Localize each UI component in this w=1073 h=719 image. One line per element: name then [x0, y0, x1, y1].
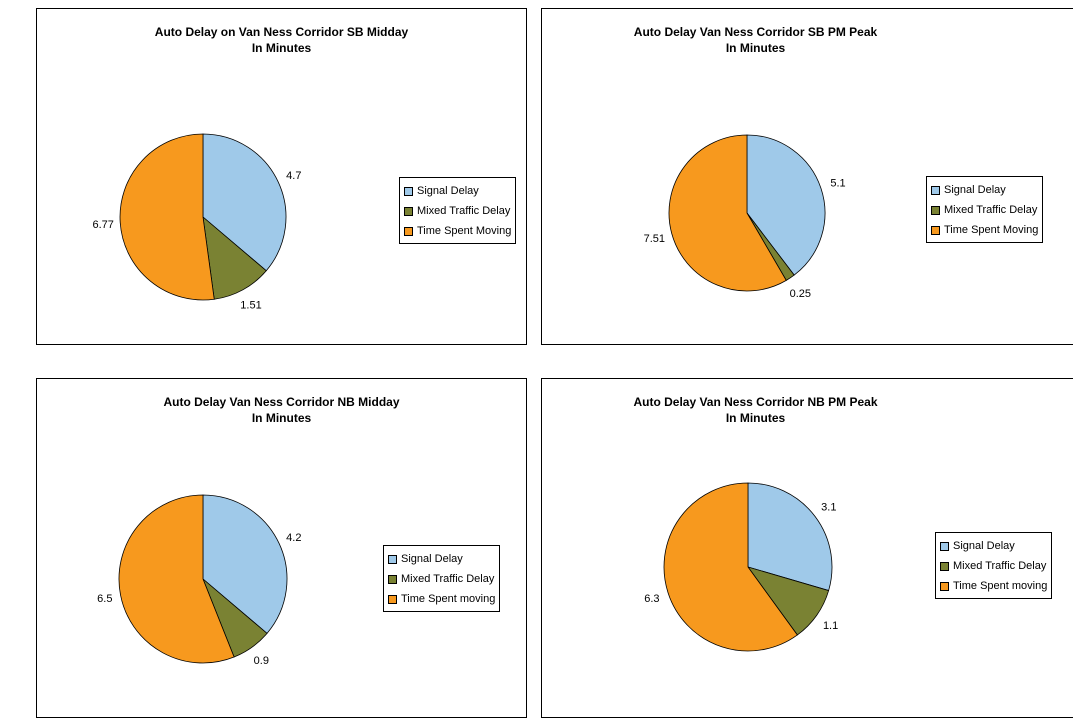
pie-chart: 3.1 1.1 6.3: [644, 482, 838, 652]
legend-label: Time Spent Moving: [417, 225, 512, 237]
chart-title: Auto Delay on Van Ness Corridor SB Midda…: [154, 25, 409, 39]
data-label: 4.7: [286, 170, 301, 182]
data-label: 1.1: [823, 620, 838, 632]
pie-chart: 4.2 0.9 6.5: [97, 494, 301, 667]
legend-label: Signal Delay: [401, 553, 463, 565]
legend-item: Signal Delay: [404, 181, 511, 201]
legend-swatch: [388, 594, 397, 604]
legend-item: Time Spent moving: [388, 589, 495, 609]
data-label: 0.9: [254, 655, 269, 667]
chart-title: Auto Delay Van Ness Corridor SB PM Peak: [633, 25, 878, 39]
legend-item: Signal Delay: [388, 549, 495, 569]
legend-swatch: [404, 206, 413, 216]
pie-slice: [663, 482, 798, 652]
legend-swatch: [940, 561, 949, 571]
legend-swatch: [404, 226, 413, 236]
legend: Signal Delay Mixed Traffic Delay Time Sp…: [383, 545, 501, 612]
chart-panel-nb-midday: Auto Delay Van Ness Corridor NB Midday I…: [36, 378, 527, 718]
legend-label: Time Spent moving: [401, 593, 496, 605]
chart-panel-nb-pm-peak: Auto Delay Van Ness Corridor NB PM Peak …: [541, 378, 1073, 718]
legend-swatch: [940, 581, 949, 591]
legend-label: Mixed Traffic Delay: [953, 560, 1047, 572]
data-label: 6.5: [97, 593, 112, 605]
legend-label: Mixed Traffic Delay: [417, 205, 511, 217]
legend-swatch: [940, 541, 949, 551]
chart-title: Auto Delay Van Ness Corridor NB PM Peak: [633, 395, 878, 409]
legend-item: Mixed Traffic Delay: [388, 569, 495, 589]
pie-slice: [202, 133, 287, 272]
legend-swatch: [388, 574, 397, 584]
pie-chart: 4.7 1.51 6.77: [92, 133, 301, 312]
chart-subtitle: In Minutes: [251, 411, 312, 425]
chart-subtitle: In Minutes: [251, 41, 312, 55]
legend-item: Mixed Traffic Delay: [931, 200, 1038, 220]
chart-panel-sb-midday: Auto Delay on Van Ness Corridor SB Midda…: [36, 8, 527, 345]
legend-swatch: [931, 185, 940, 195]
legend-label: Time Spent moving: [953, 580, 1048, 592]
legend-swatch: [404, 186, 413, 196]
pie-slice: [202, 494, 288, 634]
data-label: 6.3: [644, 593, 659, 605]
pie-slice: [118, 494, 235, 664]
legend: Signal Delay Mixed Traffic Delay Time Sp…: [935, 532, 1053, 599]
pie-slice: [746, 134, 826, 276]
legend-label: Signal Delay: [953, 540, 1015, 552]
legend-item: Mixed Traffic Delay: [940, 556, 1047, 576]
legend-item: Time Spent moving: [940, 576, 1047, 596]
legend-swatch: [388, 554, 397, 564]
legend-swatch: [931, 205, 940, 215]
legend: Signal Delay Mixed Traffic Delay Time Sp…: [926, 176, 1044, 243]
legend-label: Mixed Traffic Delay: [401, 573, 495, 585]
chart-panel-sb-pm-peak: Auto Delay Van Ness Corridor SB PM Peak …: [541, 8, 1073, 345]
data-label: 0.25: [790, 288, 811, 300]
legend-item: Mixed Traffic Delay: [404, 201, 511, 221]
chart-subtitle: In Minutes: [725, 411, 786, 425]
chart-subtitle: In Minutes: [725, 41, 786, 55]
pie-chart: 5.1 0.25 7.51: [644, 134, 846, 300]
pie-slice: [747, 482, 833, 592]
chart-title: Auto Delay Van Ness Corridor NB Midday: [163, 395, 400, 409]
legend-label: Signal Delay: [944, 184, 1006, 196]
legend-item: Signal Delay: [940, 536, 1047, 556]
legend-label: Signal Delay: [417, 185, 479, 197]
data-label: 7.51: [644, 233, 665, 245]
legend-label: Mixed Traffic Delay: [944, 204, 1038, 216]
legend-item: Time Spent Moving: [931, 220, 1038, 240]
legend-swatch: [931, 225, 940, 235]
data-label: 3.1: [821, 501, 836, 513]
pie-slice: [119, 133, 215, 301]
pie-slice: [668, 134, 787, 292]
data-label: 5.1: [830, 177, 845, 189]
data-label: 4.2: [286, 532, 301, 544]
legend-item: Time Spent Moving: [404, 221, 511, 241]
legend-item: Signal Delay: [931, 180, 1038, 200]
legend-label: Time Spent Moving: [944, 224, 1039, 236]
data-label: 6.77: [92, 219, 113, 231]
legend: Signal Delay Mixed Traffic Delay Time Sp…: [399, 177, 517, 244]
data-label: 1.51: [240, 300, 261, 312]
